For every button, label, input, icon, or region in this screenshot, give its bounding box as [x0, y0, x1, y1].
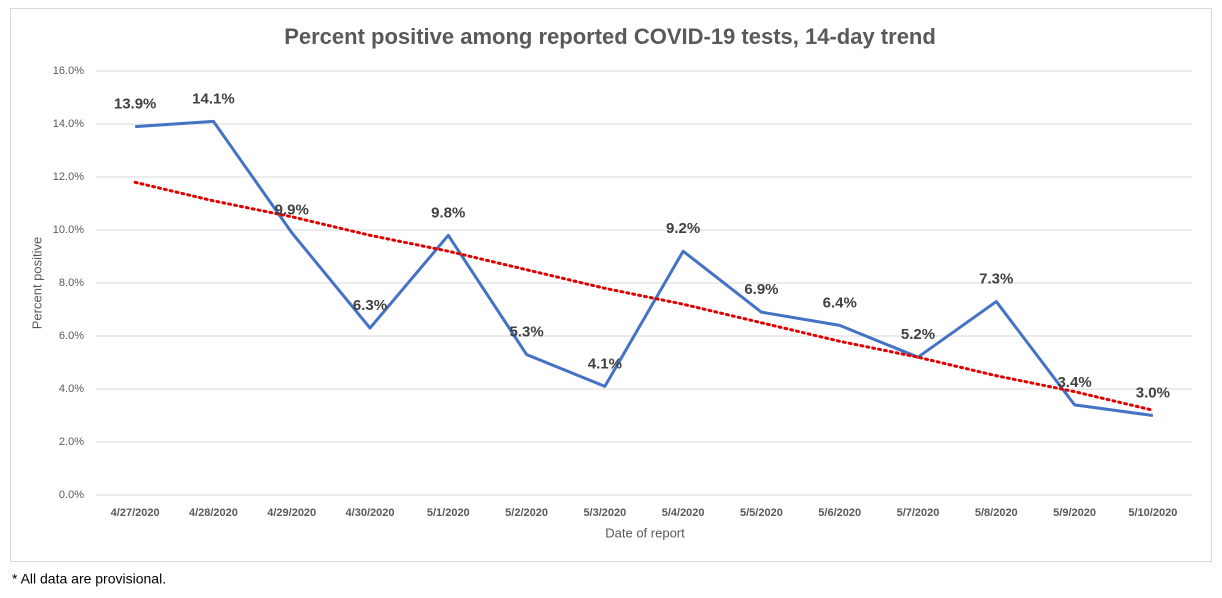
y-tick-label: 14.0% — [53, 118, 84, 130]
x-tick-label: 4/30/2020 — [346, 507, 395, 519]
data-label: 13.9% — [114, 96, 157, 113]
y-tick-label: 0.0% — [59, 489, 84, 501]
y-tick-label: 16.0% — [53, 65, 84, 77]
data-label: 3.4% — [1057, 374, 1091, 391]
y-tick-label: 6.0% — [59, 330, 84, 342]
x-tick-label: 5/4/2020 — [662, 507, 705, 519]
chart-frame — [10, 8, 1212, 562]
trend-line — [133, 180, 1155, 412]
data-label: 6.3% — [353, 297, 387, 314]
y-axis-label: Percent positive — [29, 237, 44, 330]
data-label: 9.2% — [666, 220, 700, 237]
x-axis-label: Date of report — [605, 525, 685, 540]
y-tick-label: 12.0% — [53, 171, 84, 183]
y-tick-label: 8.0% — [59, 277, 84, 289]
x-tick-label: 5/3/2020 — [583, 507, 626, 519]
y-tick-label: 10.0% — [53, 224, 84, 236]
data-label: 5.2% — [901, 326, 935, 343]
data-label: 5.3% — [509, 324, 543, 341]
data-label: 3.0% — [1136, 384, 1170, 401]
x-tick-label: 4/29/2020 — [267, 507, 316, 519]
x-tick-label: 5/7/2020 — [897, 507, 940, 519]
y-tick-label: 2.0% — [59, 436, 84, 448]
data-label: 6.4% — [823, 294, 857, 311]
x-tick-label: 5/10/2020 — [1128, 507, 1177, 519]
data-label: 9.8% — [431, 204, 465, 221]
x-tick-label: 5/8/2020 — [975, 507, 1018, 519]
y-tick-label: 4.0% — [59, 383, 84, 395]
x-tick-label: 4/28/2020 — [189, 507, 238, 519]
x-tick-label: 5/6/2020 — [818, 507, 861, 519]
x-tick-label: 5/2/2020 — [505, 507, 548, 519]
data-label: 4.1% — [588, 355, 622, 372]
chart-title: Percent positive among reported COVID-19… — [284, 24, 936, 49]
data-label: 6.9% — [744, 281, 778, 298]
data-label: 14.1% — [192, 90, 235, 107]
x-tick-label: 5/9/2020 — [1053, 507, 1096, 519]
footnote: * All data are provisional. — [12, 571, 166, 587]
x-tick-label: 5/5/2020 — [740, 507, 783, 519]
data-line — [135, 119, 1154, 417]
data-label: 9.9% — [275, 202, 309, 219]
data-label: 7.3% — [979, 271, 1013, 288]
x-tick-label: 4/27/2020 — [111, 507, 160, 519]
x-tick-label: 5/1/2020 — [427, 507, 470, 519]
